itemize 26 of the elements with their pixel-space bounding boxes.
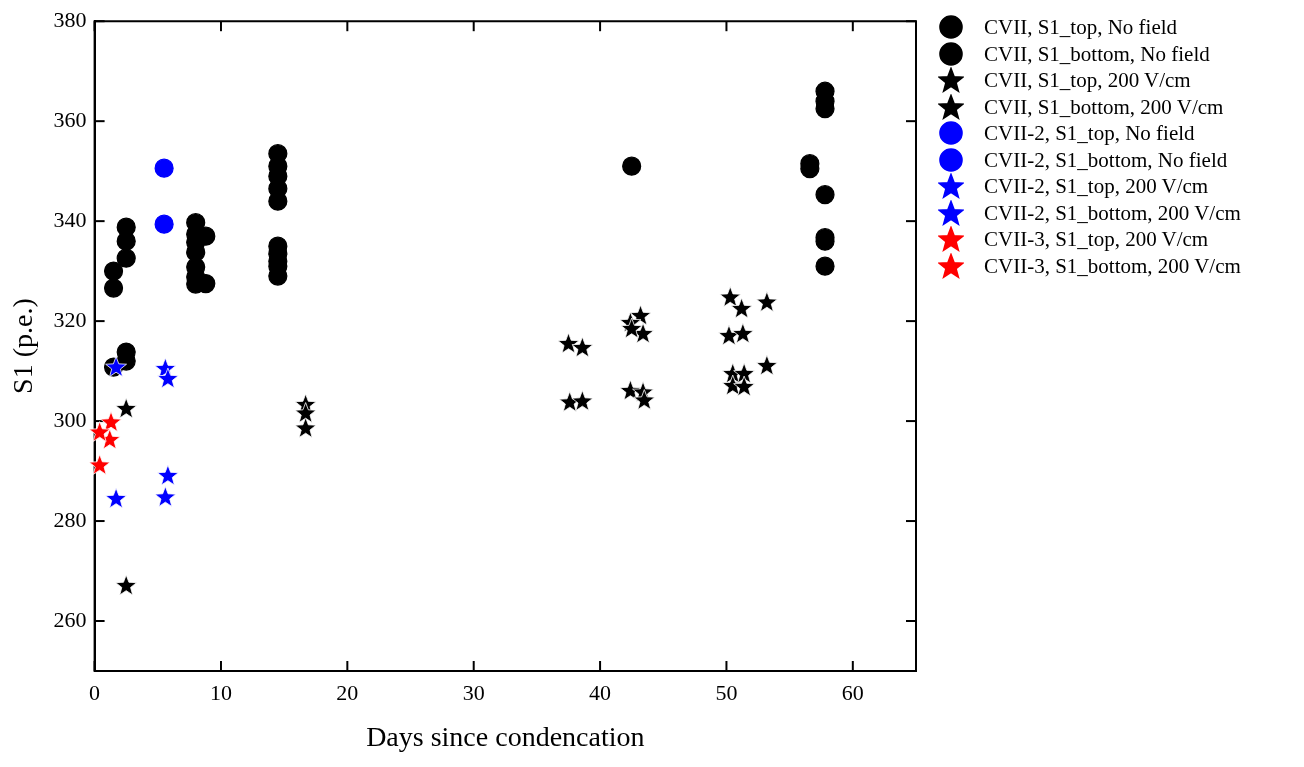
legend-label: CVII, S1_bottom, 200 V/cm: [984, 93, 1224, 120]
legend-label: CVII-2, S1_top, 200 V/cm: [984, 173, 1209, 200]
x-tick-label: 50: [715, 679, 738, 705]
x-tick-label: 30: [462, 679, 485, 705]
x-tick-label: 60: [841, 679, 864, 705]
y-tick-label: 300: [53, 406, 87, 432]
y-axis-title: S1 (p.e.): [7, 298, 39, 394]
x-tick-label: 20: [336, 679, 359, 705]
legend-label: CVII, S1_top, No field: [984, 14, 1178, 41]
y-tick-label: 320: [53, 306, 87, 332]
y-tick-label: 340: [53, 206, 87, 232]
legend-label: CVII-3, S1_top, 200 V/cm: [984, 226, 1209, 253]
x-tick-label: 40: [589, 679, 612, 705]
y-tick-label: 280: [53, 506, 87, 532]
legend-label: CVII-2, S1_bottom, 200 V/cm: [984, 199, 1241, 226]
legend-label: CVII-2, S1_bottom, No field: [984, 146, 1228, 173]
legend-label: CVII, S1_bottom, No field: [984, 40, 1210, 67]
x-tick-label: 10: [209, 679, 232, 705]
x-axis-title: Days since condencation: [366, 720, 645, 752]
legend-label: CVII, S1_top, 200 V/cm: [984, 67, 1191, 94]
legend-label: CVII-2, S1_top, No field: [984, 120, 1195, 147]
y-tick-label: 380: [53, 6, 87, 32]
x-tick-label: 0: [89, 679, 101, 705]
legend-label: CVII-3, S1_bottom, 200 V/cm: [984, 252, 1241, 279]
y-tick-label: 260: [53, 606, 87, 632]
y-tick-label: 360: [53, 106, 87, 132]
